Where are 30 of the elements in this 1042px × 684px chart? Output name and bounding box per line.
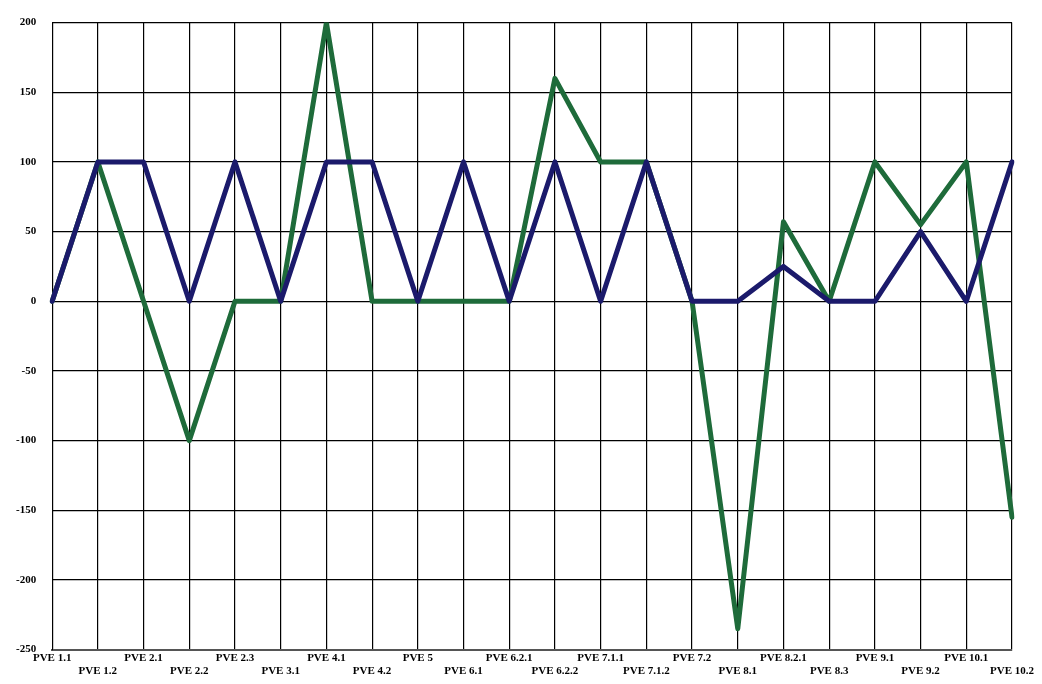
x-tick-label: PVE 6.2.2 (531, 664, 579, 677)
y-tick-label: 150 (19, 85, 37, 98)
x-tick-label: PVE 7.1.1 (577, 651, 625, 664)
x-tick-label: PVE 7.1.2 (622, 664, 671, 677)
x-tick-label: PVE 9.2 (901, 664, 941, 677)
y-tick-label: -100 (15, 433, 37, 446)
x-tick-label: PVE 10.2 (990, 664, 1035, 677)
x-tick-label: PVE 2.3 (215, 651, 255, 664)
x-tick-label: PVE 2.2 (170, 664, 210, 677)
x-tick-label: PVE 1.2 (78, 664, 118, 677)
y-tick-label: -200 (15, 572, 37, 585)
y-tick-label: 200 (19, 15, 37, 28)
x-tick-label: PVE 7.2 (672, 651, 712, 664)
x-tick-label: PVE 5 (402, 651, 434, 664)
y-tick-label: -50 (21, 363, 37, 376)
y-tick-label: -150 (15, 503, 37, 516)
x-tick-label: PVE 6.1 (444, 664, 483, 677)
x-tick-label: PVE 8.2.1 (760, 651, 807, 664)
x-tick-label: PVE 9.1 (855, 651, 895, 664)
y-tick-label: 50 (25, 224, 37, 237)
y-tick-label: 0 (30, 294, 37, 307)
y-tick-label: 100 (19, 154, 37, 167)
x-tick-label: PVE 8.3 (809, 664, 849, 677)
x-tick-label: PVE 4.2 (352, 664, 392, 677)
x-tick-label: PVE 8.1 (718, 664, 758, 677)
x-tick-label: PVE 6.2.1 (485, 651, 533, 664)
x-tick-label: PVE 10.1 (944, 651, 989, 664)
x-tick-label: PVE 3.1 (261, 664, 300, 677)
x-tick-label: PVE 2.1 (124, 651, 163, 664)
x-tick-label: PVE 4.1 (307, 651, 346, 664)
